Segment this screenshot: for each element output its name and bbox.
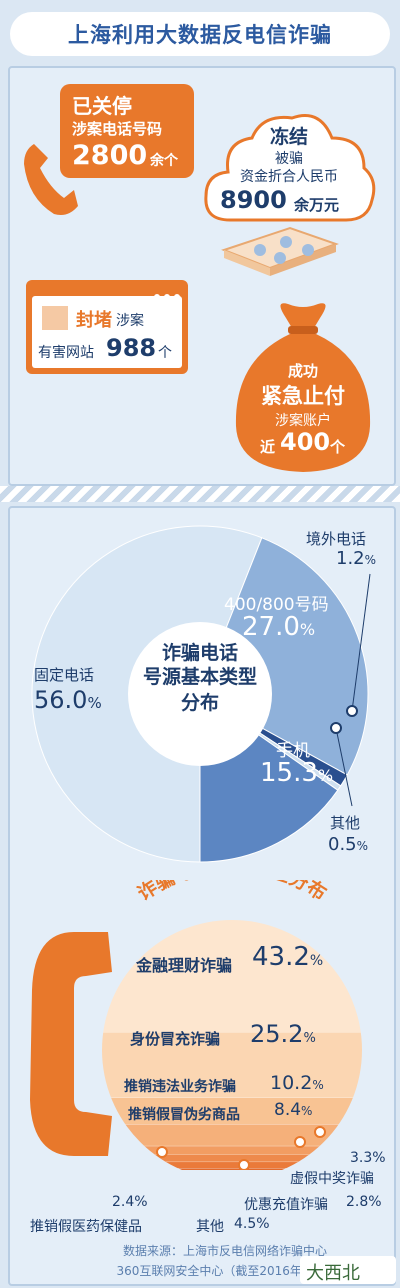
type-label-5: 虚假中奖诈骗: [290, 1171, 374, 1187]
blocked-desc: 有害网站: [38, 345, 94, 361]
stop-unit: 个: [330, 438, 346, 456]
small-type-marker: [238, 1159, 250, 1170]
type-label-6: 优惠充值诈骗: [244, 1197, 328, 1213]
pie-center-hole: [128, 622, 272, 766]
money-bag-icon: [235, 303, 371, 472]
type-label-7: 推销假医药保健品: [30, 1219, 142, 1235]
overseas-leader: [351, 573, 371, 712]
closed-phones-label: 已关停: [72, 94, 132, 118]
phone-handset-icon: [24, 144, 78, 215]
other-label: 其他: [330, 814, 361, 832]
page-title: 上海利用大数据反电信诈骗: [10, 12, 390, 56]
closed-phones-box: 已关停 涉案电话号码 2800 余个: [60, 84, 194, 178]
type-value-3: 10.2%: [270, 1072, 324, 1094]
tollfree-value: 27.0%: [242, 612, 316, 642]
watermark: 大西北: [300, 1256, 396, 1284]
type-label-8: 其他: [196, 1219, 224, 1235]
stop-label: 成功: [287, 362, 318, 380]
type-value-5: 3.3%: [350, 1150, 386, 1166]
stop-desc: 涉案账户: [275, 413, 331, 429]
closed-phones-desc: 涉案电话号码: [72, 120, 163, 138]
overseas-label: 境外电话: [306, 530, 367, 548]
cloud-icon: [204, 114, 376, 222]
type-band-3: [102, 1097, 362, 1125]
frozen-number: 8900: [220, 186, 287, 214]
small-type-marker: [156, 1146, 168, 1158]
frozen-desc: 被骗: [275, 151, 303, 167]
other-marker: [330, 722, 342, 734]
source-line-1: 数据来源：上海市反电信网络诈骗中心: [122, 1244, 327, 1258]
fraud-type-chart: 诈骗电话基本类型分布: [30, 880, 362, 1170]
source-line-2: 360互联网安全中心（截至2016年8月）: [116, 1264, 334, 1278]
landline-label: 固定电话: [34, 666, 95, 684]
type-band-6: [102, 1154, 362, 1163]
mobile-label: 手机: [276, 741, 310, 761]
types-title: 诈骗电话基本类型分布: [134, 880, 331, 905]
type-value-6: 2.8%: [346, 1194, 382, 1210]
type-label-3: 推销违法业务诈骗: [124, 1079, 236, 1095]
frozen-unit: 余万元: [294, 196, 340, 214]
pie-center-line-2: 号源基本类型: [142, 666, 257, 688]
overseas-value: 1.2%: [336, 548, 377, 569]
small-type-marker: [294, 1136, 306, 1148]
type-band-1: [102, 920, 362, 1033]
closed-phones-number: 2800: [72, 140, 148, 171]
frozen-desc-2: 资金折合人民币: [240, 169, 338, 185]
type-value-8: 4.5%: [234, 1216, 270, 1232]
type-value-7: 2.4%: [112, 1194, 148, 1210]
type-band-2: [102, 1032, 362, 1099]
blocked-icon: [42, 306, 68, 330]
money-stack-icon: [221, 226, 339, 276]
source-type-pie-chart: [31, 525, 371, 863]
type-label-2: 身份冒充诈骗: [130, 1030, 221, 1048]
landline-value: 56.0%: [34, 686, 102, 714]
pie-center-line-3: 分布: [180, 692, 219, 714]
other-leader: [335, 727, 353, 807]
type-band-8: [102, 1168, 362, 1170]
stop-number: 400: [280, 428, 331, 456]
frozen-label: 冻结: [269, 126, 308, 148]
type-value-1: 43.2%: [252, 942, 324, 972]
stop-title: 紧急止付: [261, 384, 345, 408]
blocked-unit: 个: [158, 345, 172, 361]
small-type-marker: [314, 1126, 326, 1138]
blocked-number: 988: [106, 334, 157, 362]
type-label-1: 金融理财诈骗: [136, 956, 233, 975]
blocked-label: 封堵: [76, 310, 112, 331]
handset-icon: [30, 932, 112, 1156]
tollfree-label: 400/800号码: [224, 595, 329, 615]
type-value-2: 25.2%: [250, 1020, 316, 1048]
blocked-sites-window: 封堵 涉案 有害网站 988 个: [26, 280, 188, 374]
closed-phones-unit: 余个: [150, 153, 178, 169]
stop-prefix: 近: [260, 438, 276, 456]
pie-center-line-1: 诈骗电话: [161, 642, 238, 664]
mobile-value: 15.3%: [260, 758, 334, 788]
section-divider: [0, 486, 400, 502]
type-value-4: 8.4%: [274, 1100, 313, 1120]
blocked-label-suffix: 涉案: [116, 313, 144, 329]
type-label-4: 推销假冒伪劣商品: [128, 1107, 240, 1123]
type-band-7: [102, 1162, 362, 1169]
type-band-5: [102, 1146, 362, 1156]
watermark-text: 大西北: [306, 1263, 360, 1284]
other-value: 0.5%: [328, 834, 369, 855]
overseas-marker: [346, 705, 358, 717]
